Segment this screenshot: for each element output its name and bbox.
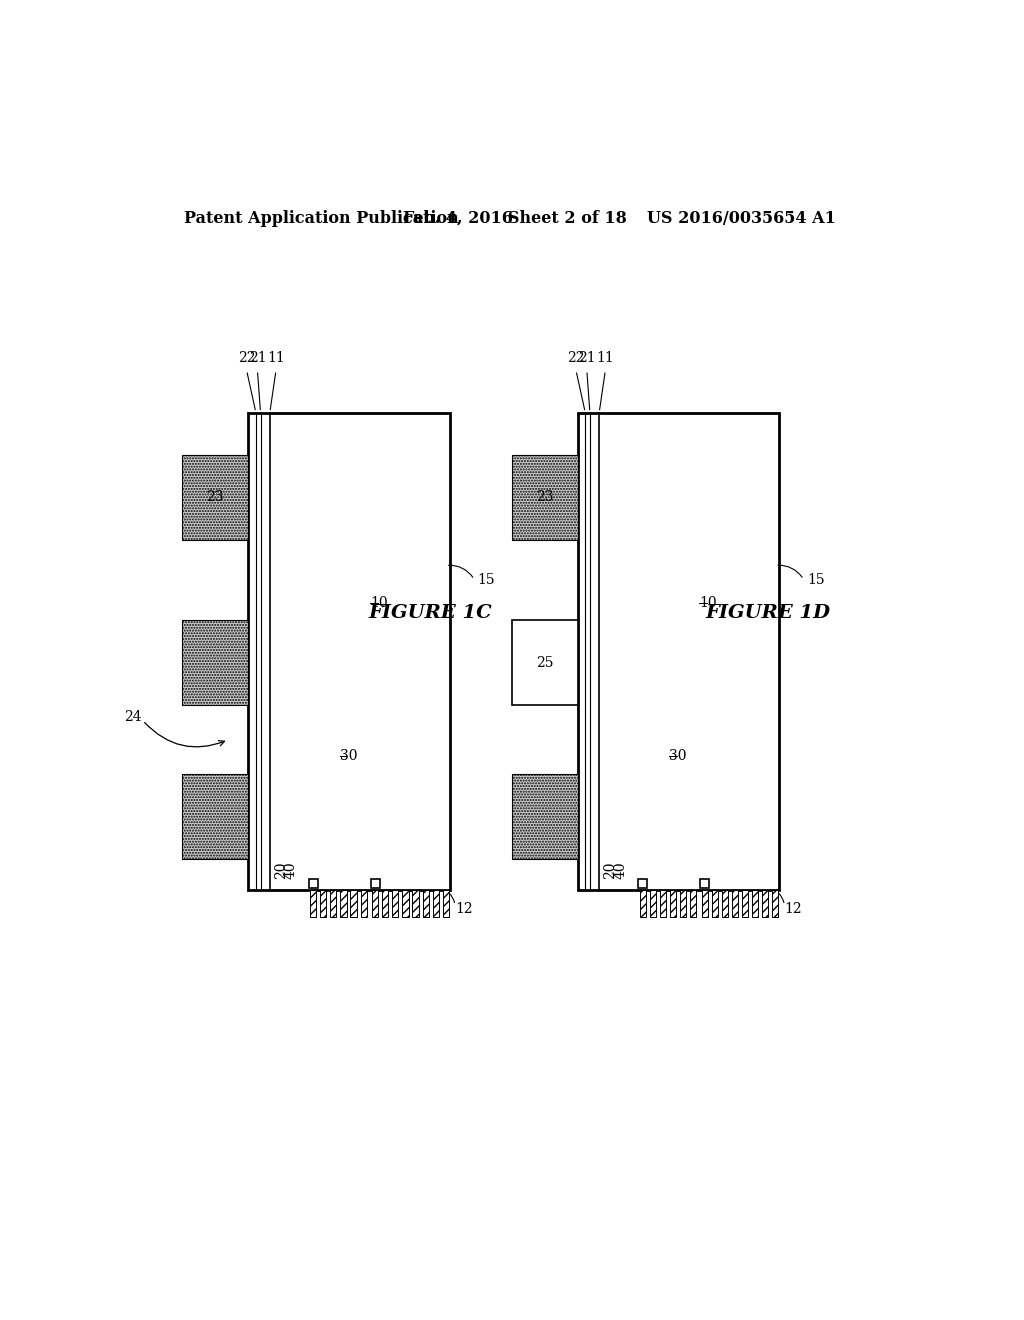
Bar [308, 879, 317, 888]
Bar [340, 890, 346, 917]
Text: 10: 10 [699, 597, 717, 610]
Text: 23: 23 [207, 490, 224, 504]
Bar [402, 890, 409, 917]
Bar [360, 890, 367, 917]
Text: US 2016/0035654 A1: US 2016/0035654 A1 [647, 210, 837, 227]
Text: 21: 21 [249, 351, 266, 364]
Bar [512, 775, 578, 859]
Bar [182, 775, 248, 859]
Bar [680, 890, 686, 917]
Bar [413, 890, 419, 917]
Bar [423, 890, 429, 917]
Text: 10: 10 [371, 597, 388, 610]
Bar [762, 890, 768, 917]
Text: 30: 30 [670, 750, 687, 763]
Text: 30: 30 [340, 750, 357, 763]
Text: 24: 24 [124, 710, 142, 723]
Bar [442, 890, 449, 917]
Text: 21: 21 [578, 351, 596, 364]
Bar [310, 890, 316, 917]
Bar [640, 890, 646, 917]
Bar [700, 879, 710, 888]
Text: 25: 25 [536, 656, 553, 669]
Bar [578, 413, 779, 890]
Text: 20: 20 [603, 862, 617, 879]
Text: 40: 40 [613, 862, 627, 879]
Text: Sheet 2 of 18: Sheet 2 of 18 [508, 210, 627, 227]
Text: 40: 40 [284, 862, 298, 879]
Bar [712, 890, 718, 917]
Text: 20: 20 [273, 862, 288, 879]
Bar [392, 890, 398, 917]
Bar [741, 890, 748, 917]
Bar [372, 890, 378, 917]
Bar [248, 413, 450, 890]
Text: 22: 22 [238, 351, 255, 364]
Bar [321, 890, 327, 917]
Text: 11: 11 [597, 351, 614, 364]
Bar [732, 890, 738, 917]
Bar [182, 455, 248, 540]
Text: FIGURE 1C: FIGURE 1C [369, 603, 492, 622]
Bar [382, 890, 388, 917]
Text: Patent Application Publication: Patent Application Publication [183, 210, 459, 227]
Bar [350, 890, 356, 917]
Bar [638, 879, 647, 888]
Text: 22: 22 [567, 351, 585, 364]
Bar [512, 620, 578, 705]
Text: FIGURE 1D: FIGURE 1D [706, 603, 830, 622]
Text: 23: 23 [536, 490, 553, 504]
Bar [649, 890, 655, 917]
Bar [331, 890, 337, 917]
Text: 15: 15 [477, 573, 496, 586]
Bar [701, 890, 708, 917]
Bar [432, 890, 438, 917]
Bar [722, 890, 728, 917]
Bar [772, 890, 778, 917]
Bar [752, 890, 758, 917]
Text: 15: 15 [807, 573, 824, 586]
Bar [659, 890, 666, 917]
Bar [690, 890, 696, 917]
Bar [182, 620, 248, 705]
Bar [512, 455, 578, 540]
Bar [371, 879, 380, 888]
Text: Feb. 4, 2016: Feb. 4, 2016 [403, 210, 513, 227]
Text: 12: 12 [784, 902, 802, 916]
Text: 11: 11 [267, 351, 285, 364]
Bar [670, 890, 676, 917]
Text: 12: 12 [455, 902, 473, 916]
